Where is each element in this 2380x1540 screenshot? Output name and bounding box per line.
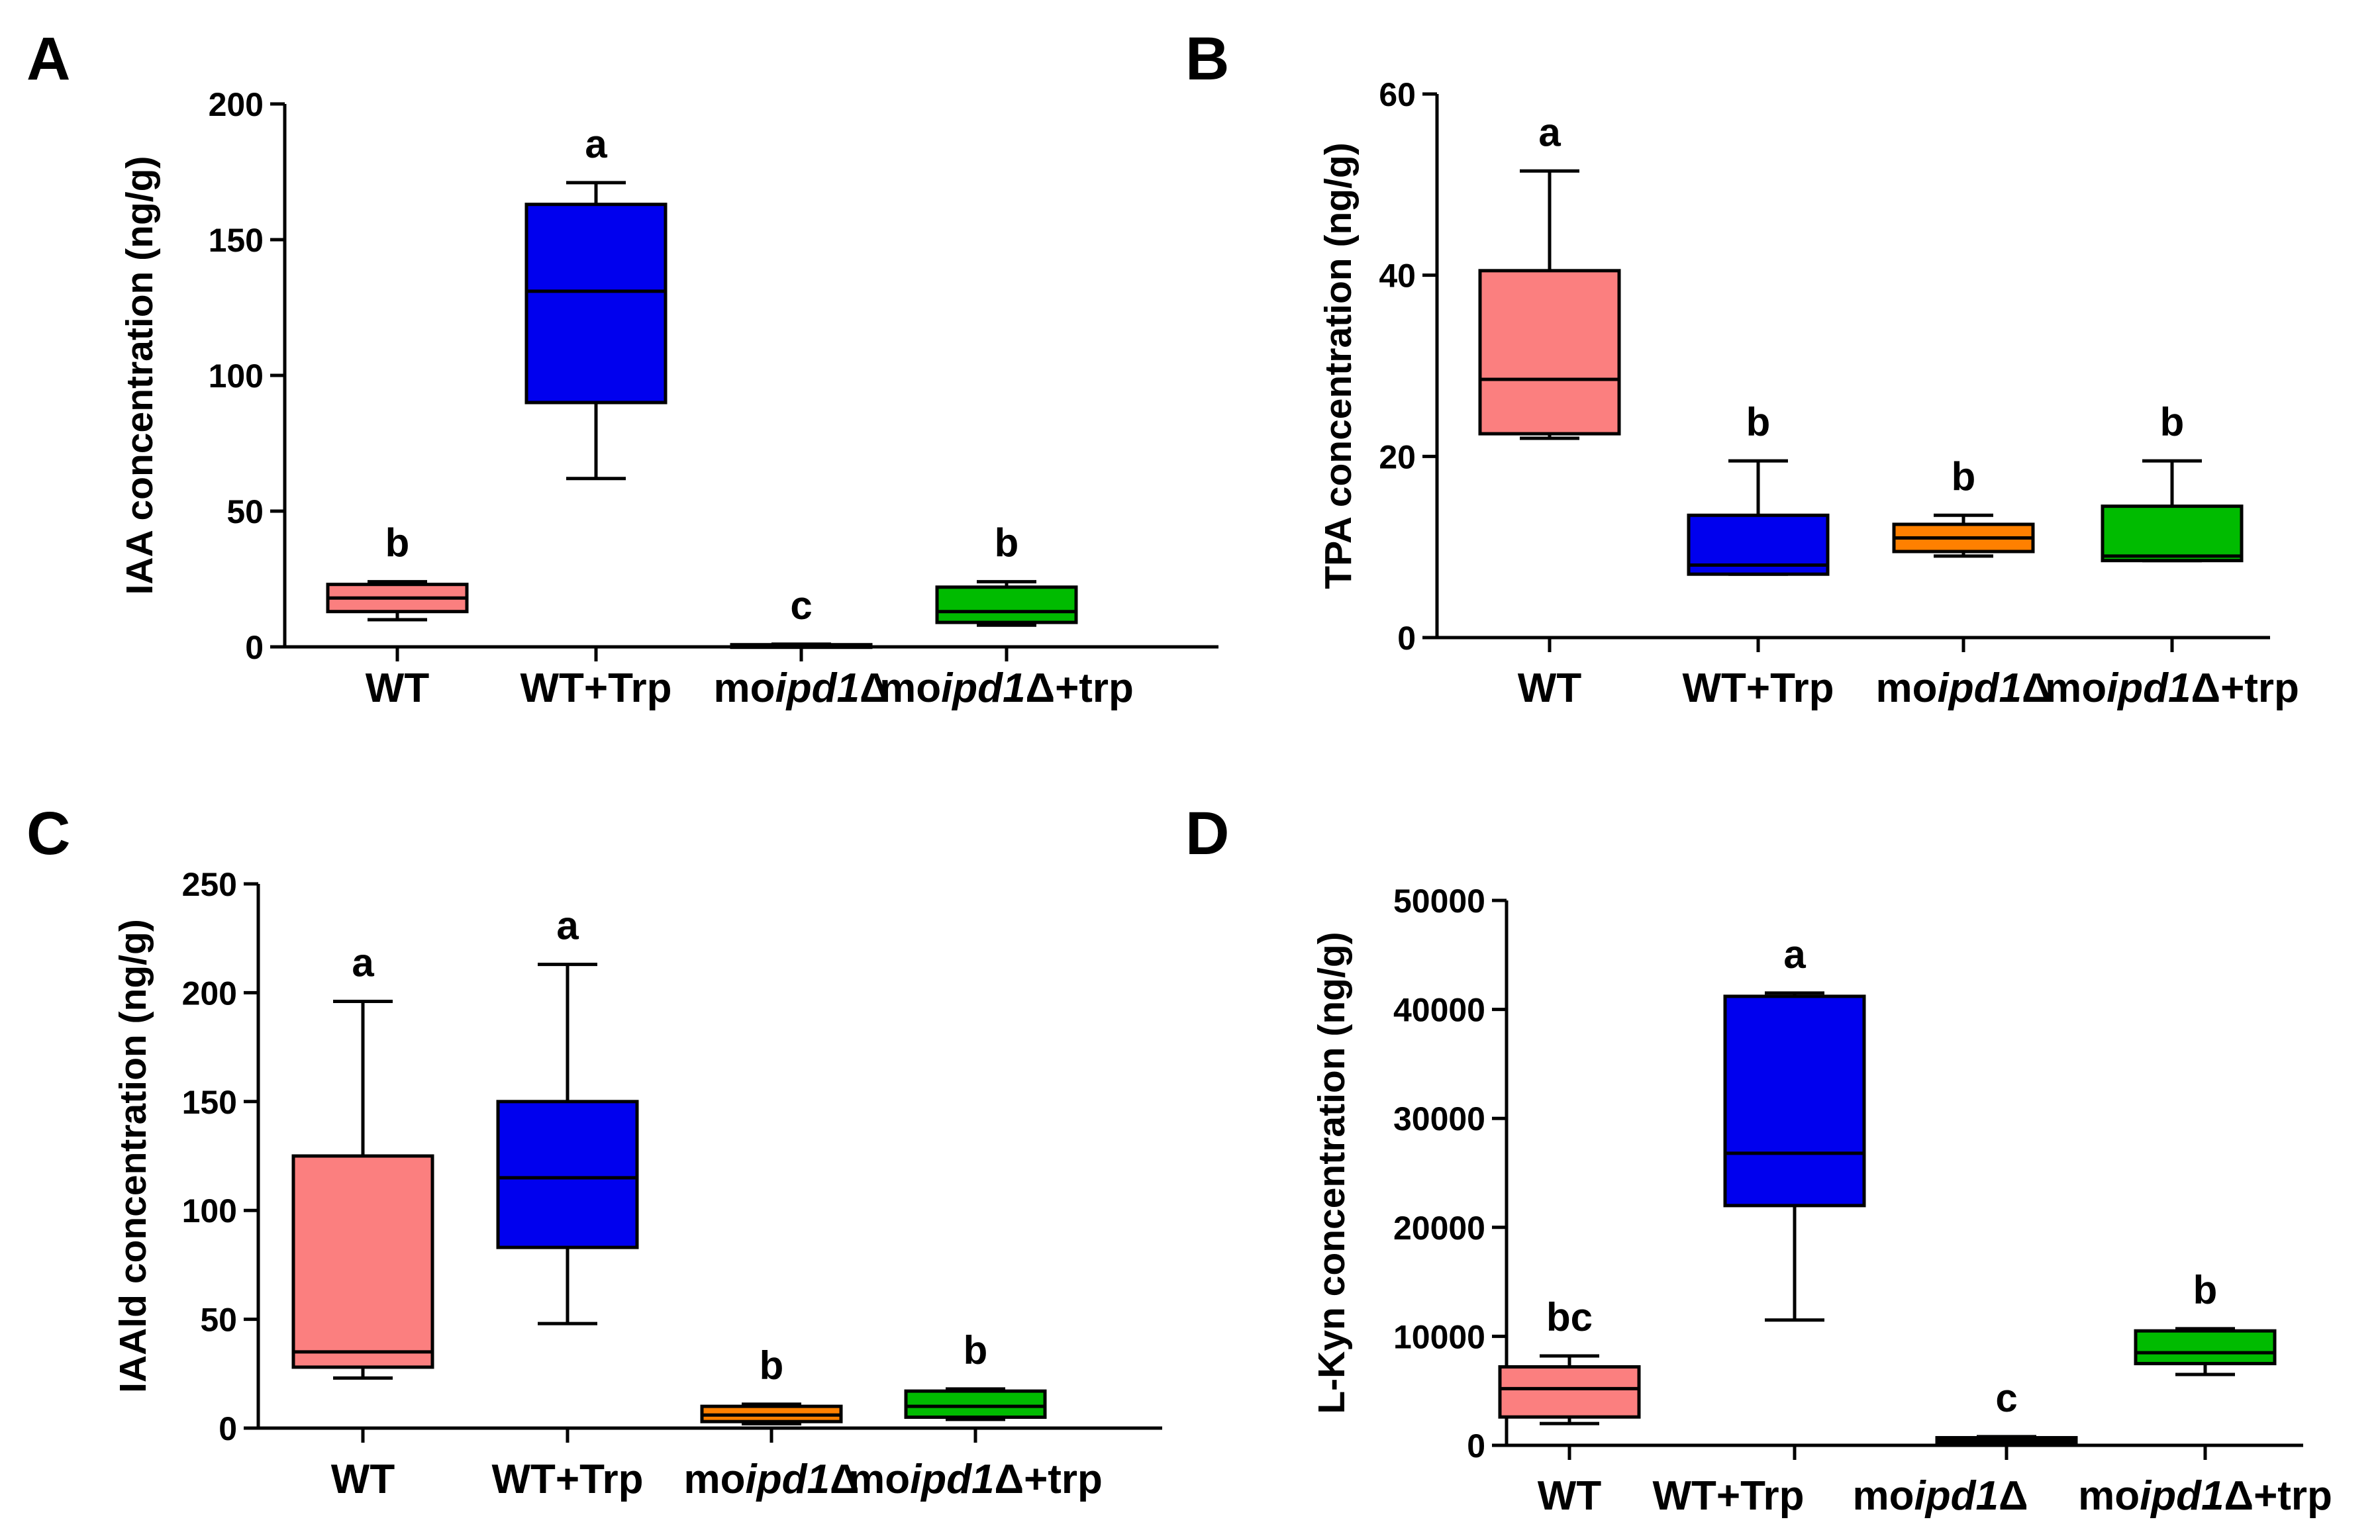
box-moipd1-trp: b	[935, 521, 1078, 627]
panel-letter: B	[1185, 25, 1229, 93]
box-wt-trp: b	[1687, 400, 1830, 576]
x-tick-label-wt: WT	[1518, 665, 1582, 711]
box-moipd1: b	[1892, 454, 2035, 558]
x-tick-label-moipd1-trp: moipd1Δ+trp	[2078, 1473, 2332, 1519]
significance-letter: c	[790, 583, 812, 628]
significance-letter: a	[556, 904, 579, 948]
box-iqr	[2134, 1329, 2277, 1366]
y-tick-label: 20	[1379, 438, 1416, 475]
box-iqr	[1498, 1365, 1641, 1419]
box-wt: a	[1478, 110, 1621, 440]
y-tick-label: 150	[209, 222, 264, 259]
y-tick-label: 60	[1379, 76, 1416, 113]
box-iqr	[2101, 505, 2244, 563]
box-wt: bc	[1498, 1295, 1641, 1425]
significance-letter: c	[1995, 1376, 2017, 1420]
x-tick-label-moipd1: moipd1Δ	[1875, 665, 2051, 711]
y-tick-label: 200	[209, 86, 264, 123]
panel-b: B 0 20 40 60 TPA concentration (ng/g) WT WT+Trp…	[1185, 25, 2299, 711]
box-moipd1: b	[700, 1343, 843, 1425]
box-iqr	[935, 585, 1078, 624]
y-tick-label: 0	[1397, 620, 1416, 657]
box-moipd1: c	[1935, 1376, 2078, 1446]
significance-letter: a	[1538, 110, 1561, 154]
y-tick-label: 20000	[1393, 1210, 1485, 1247]
x-tick-label-wt: WT	[1538, 1473, 1602, 1519]
significance-letter: b	[760, 1343, 784, 1388]
box-iqr	[496, 1100, 639, 1249]
y-tick-label: 50	[226, 493, 264, 530]
x-tick-label-wt: WT	[366, 665, 430, 711]
box-iqr	[904, 1389, 1047, 1420]
y-tick-label: 200	[182, 975, 237, 1012]
x-tick-label-wt-trp: WT+Trp	[1652, 1473, 1804, 1519]
panel-d: D 0 10000 20000 30000 40000 50000 L-Kyn concent…	[1185, 800, 2332, 1519]
box-wt: b	[326, 521, 469, 622]
box-moipd1-trp: b	[904, 1328, 1047, 1421]
y-tick-label: 40000	[1393, 992, 1485, 1029]
y-tick-label: 40	[1379, 258, 1416, 295]
panel-letter: D	[1185, 800, 1229, 867]
y-tick-label: 100	[182, 1192, 237, 1229]
y-axis-title: IAA concentration (ng/g)	[119, 156, 161, 595]
box-wt: a	[291, 941, 434, 1380]
y-tick-label: 50	[200, 1302, 237, 1339]
box-iqr	[524, 203, 668, 405]
significance-letter: b	[2160, 400, 2185, 444]
significance-letter: b	[2193, 1268, 2218, 1312]
y-axis-title: IAAld concentration (ng/g)	[112, 919, 154, 1393]
y-tick-label: 50000	[1393, 883, 1485, 920]
significance-letter: a	[585, 122, 607, 166]
significance-letter: a	[1783, 932, 1806, 977]
box-wt-trp: a	[524, 122, 668, 481]
box-wt-trp: a	[496, 904, 639, 1325]
significance-letter: a	[352, 941, 374, 985]
box-iqr	[1723, 994, 1866, 1208]
y-tick-label: 0	[219, 1410, 237, 1447]
panel-letter: C	[26, 800, 70, 867]
x-tick-label-moipd1-trp: moipd1Δ+trp	[848, 1457, 1103, 1502]
significance-letter: b	[385, 521, 410, 565]
box-moipd1-trp: b	[2101, 400, 2244, 563]
x-tick-label-wt-trp: WT+Trp	[520, 665, 671, 711]
x-tick-label-wt-trp: WT+Trp	[1682, 665, 1834, 711]
x-tick-label-moipd1: moipd1Δ	[1852, 1473, 2028, 1519]
box-iqr	[1478, 269, 1621, 436]
significance-letter: bc	[1546, 1295, 1593, 1339]
box-moipd1: c	[730, 583, 873, 650]
x-tick-label-moipd1: moipd1Δ	[713, 665, 889, 711]
panel-letter: A	[26, 25, 70, 93]
x-tick-label-wt-trp: WT+Trp	[491, 1457, 643, 1502]
box-wt-trp: a	[1723, 932, 1866, 1322]
panel-a: A 0 50 100 150 200 IAA concentration (ng/g) WT W…	[26, 25, 1218, 711]
y-tick-label: 30000	[1393, 1100, 1485, 1137]
x-tick-label-wt: WT	[331, 1457, 395, 1502]
y-axis-title: L-Kyn concentration (ng/g)	[1311, 932, 1353, 1414]
y-tick-label: 100	[209, 358, 264, 395]
significance-letter: b	[1952, 454, 1976, 499]
significance-letter: b	[995, 521, 1019, 565]
y-tick-label: 10000	[1393, 1318, 1485, 1355]
significance-letter: b	[1746, 400, 1771, 444]
y-axis-title: TPA concentration (ng/g)	[1317, 142, 1360, 589]
x-tick-label-moipd1-trp: moipd1Δ+trp	[879, 665, 1134, 711]
panel-c: C 0 50 100 150 200 250 IAAld concentration (ng/…	[26, 800, 1162, 1502]
significance-letter: b	[964, 1328, 988, 1372]
x-tick-label-moipd1: moipd1Δ	[683, 1457, 859, 1502]
x-tick-label-moipd1-trp: moipd1Δ+trp	[2045, 665, 2299, 711]
box-iqr	[291, 1154, 434, 1369]
y-tick-label: 250	[182, 866, 237, 903]
y-tick-label: 150	[182, 1084, 237, 1121]
y-tick-label: 0	[245, 629, 264, 666]
box-moipd1-trp: b	[2134, 1268, 2277, 1376]
y-tick-label: 0	[1467, 1427, 1485, 1465]
